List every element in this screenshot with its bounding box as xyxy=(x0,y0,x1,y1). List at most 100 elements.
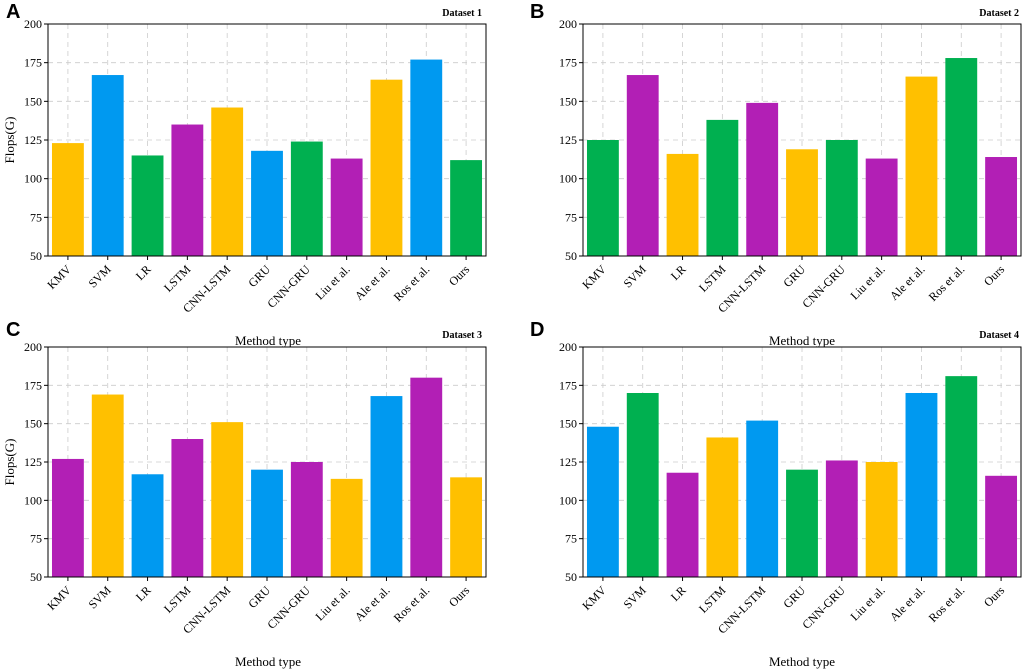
bar-gru xyxy=(251,469,283,577)
bar-ours xyxy=(985,475,1018,577)
bar-gru xyxy=(786,469,818,577)
x-axis-title: Method type xyxy=(235,333,301,348)
bar-ours xyxy=(450,477,483,577)
x-tick-label: LR xyxy=(668,583,689,604)
bars xyxy=(51,59,483,257)
x-tick-label: CNN-GRU xyxy=(799,262,848,311)
bar-liu-et-al xyxy=(330,478,363,577)
x-tick-label: LSTM xyxy=(696,262,729,295)
y-tick-label: 150 xyxy=(24,94,42,108)
bar-cnn-gru xyxy=(825,460,858,577)
bar-ros-et-al xyxy=(410,59,443,256)
x-axis-title: Method type xyxy=(235,654,301,669)
bar-lstm xyxy=(171,124,204,257)
x-tick-label: Ros et al. xyxy=(926,262,968,304)
bar-ours xyxy=(985,157,1018,256)
x-tick-label: CNN-GRU xyxy=(264,262,313,311)
bar-svm xyxy=(91,394,124,577)
y-tick-label: 100 xyxy=(559,493,577,507)
x-tick-label: Ros et al. xyxy=(926,583,968,625)
x-tick-label: LSTM xyxy=(161,262,194,295)
x-tick-label: Ale et al. xyxy=(352,262,393,303)
x-tick-label: CNN-GRU xyxy=(264,583,313,632)
x-tick-label: Ros et al. xyxy=(391,583,433,625)
y-tick-label: 50 xyxy=(30,570,42,584)
bar-ale-et-al xyxy=(905,76,938,256)
y-tick-label: 200 xyxy=(559,340,577,354)
y-tick-label: 50 xyxy=(565,249,577,263)
x-tick-label: LSTM xyxy=(161,583,194,616)
x-axis-title: Method type xyxy=(769,333,835,348)
x-tick-label: Ros et al. xyxy=(391,262,433,304)
y-tick-label: 200 xyxy=(24,340,42,354)
y-tick-label: 75 xyxy=(30,210,42,224)
bar-svm xyxy=(91,75,124,256)
bar-cnn-lstm xyxy=(746,102,779,256)
y-tick-label: 175 xyxy=(24,56,42,70)
bar-svm xyxy=(626,393,659,577)
y-tick-label: 75 xyxy=(565,532,577,546)
x-tick-label: Liu et al. xyxy=(847,583,887,623)
y-tick-label: 150 xyxy=(559,94,577,108)
bar-ros-et-al xyxy=(945,376,978,577)
x-tick-label: KMV xyxy=(44,262,74,292)
bar-lstm xyxy=(171,439,204,577)
y-tick-label: 100 xyxy=(559,172,577,186)
dataset-label: Dataset 3 xyxy=(442,330,482,341)
bar-gru xyxy=(251,150,283,256)
x-tick-label: Liu et al. xyxy=(312,262,352,302)
x-tick-label: LR xyxy=(668,262,689,283)
bar-cnn-gru xyxy=(290,141,323,256)
x-tick-label: Ours xyxy=(981,583,1008,610)
bar-liu-et-al xyxy=(865,158,898,256)
bars xyxy=(586,376,1018,577)
y-tick-label: 150 xyxy=(559,417,577,431)
bar-ros-et-al xyxy=(945,58,978,256)
bar-liu-et-al xyxy=(330,158,363,256)
x-tick-label: SVM xyxy=(621,262,650,291)
bars xyxy=(586,58,1018,256)
bar-ours xyxy=(450,160,483,256)
bar-gru xyxy=(786,149,818,256)
panel-letter: B xyxy=(530,1,544,23)
y-tick-label: 125 xyxy=(559,133,577,147)
x-tick-label: KMV xyxy=(579,262,609,292)
y-tick-label: 125 xyxy=(24,133,42,147)
y-tick-label: 100 xyxy=(24,493,42,507)
y-tick-label: 150 xyxy=(24,417,42,431)
bar-cnn-gru xyxy=(825,140,858,256)
bar-kmv xyxy=(586,140,619,256)
x-tick-label: CNN-GRU xyxy=(799,583,848,632)
bar-kmv xyxy=(586,426,619,577)
x-tick-label: Ale et al. xyxy=(887,262,928,303)
panel-letter: A xyxy=(6,1,20,23)
bar-ale-et-al xyxy=(370,79,403,257)
y-tick-label: 100 xyxy=(24,172,42,186)
x-tick-label: KMV xyxy=(44,583,74,613)
bar-lstm xyxy=(706,437,739,577)
x-tick-label: LSTM xyxy=(696,583,729,616)
x-tick-label: GRU xyxy=(245,583,273,611)
bar-kmv xyxy=(51,458,84,577)
x-tick-label: GRU xyxy=(780,583,808,611)
bar-lstm xyxy=(706,119,739,256)
y-axis-title: Flops(G) xyxy=(2,117,17,164)
x-tick-label: Ours xyxy=(981,262,1008,289)
panel-letter: D xyxy=(530,319,544,341)
y-tick-label: 200 xyxy=(24,17,42,31)
y-tick-label: 175 xyxy=(559,56,577,70)
x-tick-label: Ours xyxy=(446,262,473,289)
x-tick-label: Ours xyxy=(446,583,473,610)
x-tick-label: GRU xyxy=(780,262,808,290)
bar-ale-et-al xyxy=(905,393,938,577)
x-tick-label: Ale et al. xyxy=(352,583,393,624)
x-axis-title: Method type xyxy=(769,654,835,669)
bar-ale-et-al xyxy=(370,396,403,577)
x-tick-label: SVM xyxy=(86,583,115,612)
y-tick-label: 125 xyxy=(24,455,42,469)
